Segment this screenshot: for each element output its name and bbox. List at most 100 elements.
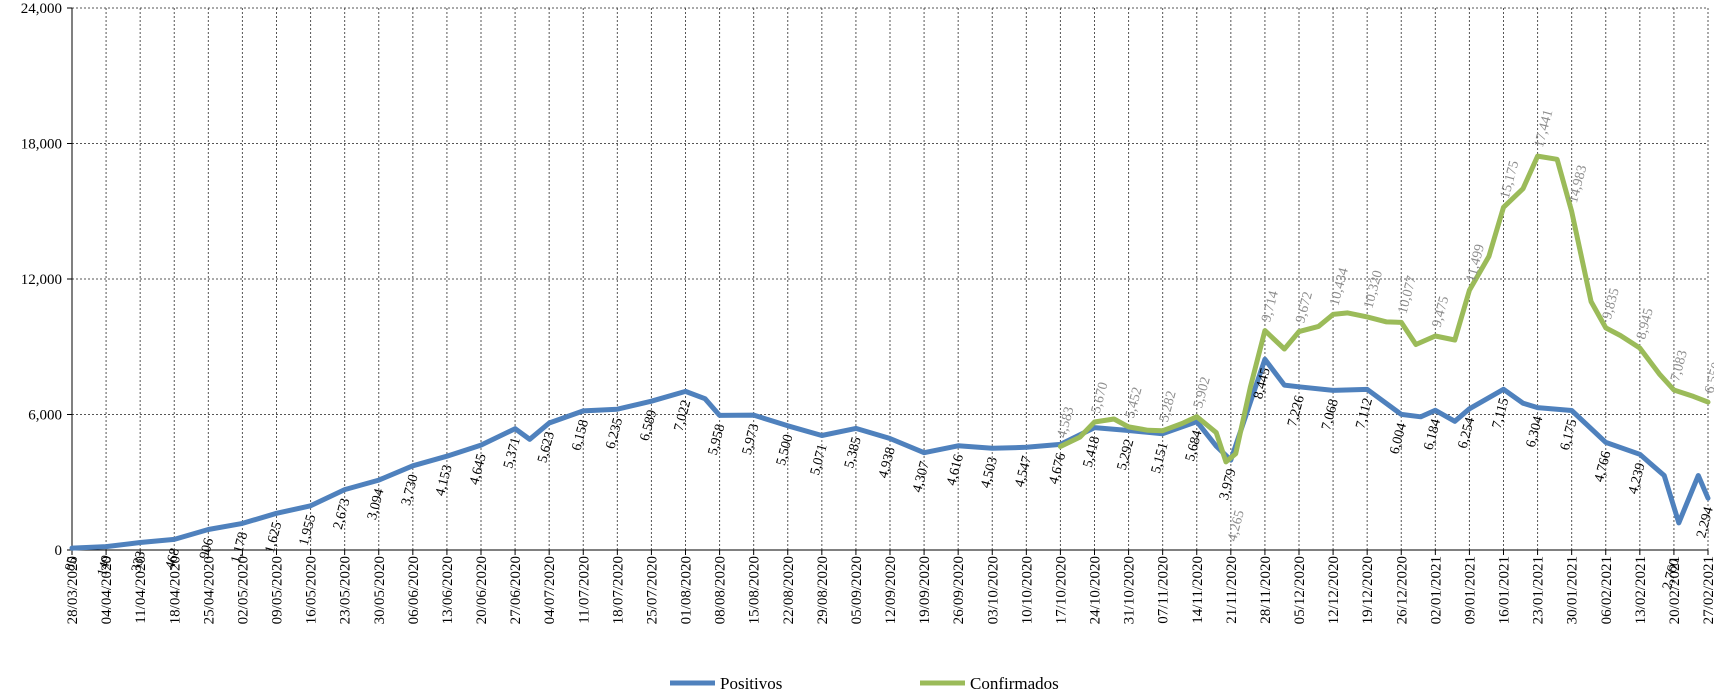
x-tick-label: 13/06/2020 [440,556,456,624]
data-label: 5,282 [1157,389,1180,423]
data-label: 5,973 [740,422,763,456]
x-tick-label: 30/05/2020 [372,556,388,624]
data-label: 6,304 [1524,415,1547,449]
data-label: 5,623 [535,430,558,464]
x-tick-label: 20/02/2021 [1667,556,1683,624]
x-tick-label: 24/10/2020 [1088,556,1104,624]
data-label: 1,955 [297,513,320,547]
data-label: 149 [95,554,115,578]
x-tick-label: 27/02/2021 [1701,556,1714,624]
data-label: 6,235 [604,416,627,450]
x-tick-label: 07/11/2020 [1156,556,1172,624]
data-label: 5,418 [1081,435,1104,469]
x-tick-label: 15/08/2020 [747,556,763,624]
x-tick-label: 26/09/2020 [951,556,967,624]
series-line-positivos [69,356,1711,551]
data-label: 4,645 [467,452,490,486]
x-tick-label: 20/06/2020 [474,556,490,624]
data-label: 7,112 [1354,397,1377,431]
data-label: 3,094 [365,487,388,521]
data-label: 10,434 [1327,266,1351,307]
x-tick-label: 23/05/2020 [338,556,354,624]
x-tick-label: 28/11/2020 [1258,556,1274,624]
x-tick-label: 12/09/2020 [883,556,899,624]
x-tick-label: 25/04/2020 [201,556,217,624]
x-tick-label: 04/04/2020 [99,556,115,624]
x-tick-label: 06/02/2021 [1599,556,1615,624]
data-label: 4,239 [1626,461,1649,495]
y-tick-label: 12,000 [21,272,62,288]
y-tick-label: 18,000 [21,137,62,153]
data-label: 7,226 [1285,394,1308,428]
data-label: 3,730 [399,473,422,507]
data-label: 4,503 [978,455,1001,489]
data-label: 333 [129,550,149,574]
data-label: 4,265 [1225,509,1248,543]
x-tick-label: 22/08/2020 [781,556,797,624]
x-tick-label: 09/05/2020 [270,556,286,624]
series-line-confirmados [1057,153,1711,465]
x-tick-label: 08/08/2020 [713,556,729,624]
data-label: 5,292 [1115,438,1138,472]
data-label: 6,254 [1456,416,1479,450]
data-label: 4,766 [1592,450,1615,484]
data-label: 5,670 [1089,381,1112,415]
x-tick-label: 21/11/2020 [1224,556,1240,624]
x-tick-label: 12/12/2020 [1326,556,1342,624]
data-label: 4,153 [433,463,456,497]
x-tick-label: 30/01/2021 [1565,556,1581,624]
data-label: 4,676 [1047,452,1070,486]
data-label: 7,115 [1490,396,1513,430]
x-tick-label: 16/05/2020 [304,556,320,624]
data-label: 85 [63,555,81,572]
data-label: 4,547 [1013,454,1036,488]
x-tick-label: 03/10/2020 [985,556,1001,624]
data-label: 5,385 [842,436,865,470]
data-label: 4,938 [876,446,899,480]
data-label: 10,077 [1396,274,1420,315]
legend: Positivos Confirmados [670,674,1059,690]
x-tick-label: 26/12/2020 [1394,556,1410,624]
data-label: 4,583 [1055,405,1078,439]
y-axis: 0 6,000 12,000 18,000 24,000 [21,1,73,559]
data-label: 8,945 [1634,307,1657,341]
x-tick-label: 11/04/2020 [133,556,149,624]
data-label: 9,475 [1430,295,1453,329]
y-tick-label: 0 [55,543,63,559]
data-label: 2,294 [1694,505,1714,539]
x-tick-label: 25/07/2020 [644,556,660,624]
x-tick-label: 29/08/2020 [815,556,831,624]
x-tick-label: 13/02/2021 [1633,556,1649,624]
data-label: 5,902 [1191,375,1214,409]
data-label: 5,151 [1149,441,1172,475]
data-label: 3,979 [1217,467,1240,501]
data-label: 6,184 [1422,417,1445,451]
series-lines [69,153,1711,551]
x-tick-label: 19/12/2020 [1360,556,1376,624]
x-tick-label: 28/03/2020 [65,556,81,624]
data-label: 9,672 [1293,290,1316,324]
x-tick-label: 18/07/2020 [610,556,626,624]
data-label: 9,835 [1600,287,1623,321]
x-tick-label: 31/10/2020 [1122,556,1138,624]
data-label: 7,022 [672,399,695,433]
x-tick-label: 14/11/2020 [1190,556,1206,624]
data-label: 5,958 [706,423,729,457]
x-tick-label: 17/10/2020 [1053,556,1069,624]
x-tick-label: 06/06/2020 [406,556,422,624]
data-label: 2,673 [331,497,354,531]
data-label: 5,684 [1183,429,1206,463]
x-tick-label: 18/04/2020 [167,556,183,624]
legend-label-confirmados: Confirmados [970,674,1059,690]
data-label: 4,307 [910,460,933,494]
data-label: 6,158 [569,418,592,452]
x-tick-label: 09/01/2021 [1462,556,1478,624]
data-label: 5,371 [501,436,524,470]
data-label: 9,714 [1259,289,1282,323]
y-tick-label: 24,000 [21,1,62,17]
data-label: 7,083 [1668,349,1691,383]
x-tick-label: 05/09/2020 [849,556,865,624]
x-axis: 28/03/2020 04/04/2020 11/04/2020 18/04/2020… [65,549,1714,624]
data-label: 6,004 [1387,422,1410,456]
